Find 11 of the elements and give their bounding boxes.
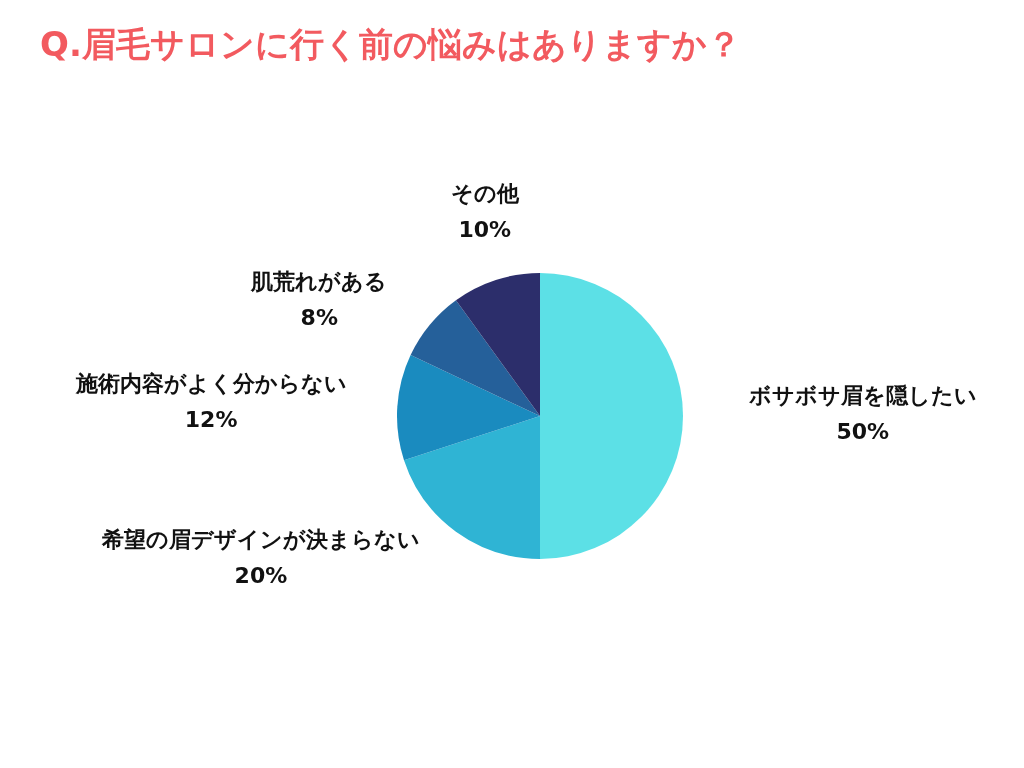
data-label: 12% [184, 407, 238, 433]
slice-label: ボサボサ眉を隠したい [747, 382, 977, 408]
data-label: 8% [300, 304, 338, 330]
chart-title: Q.眉毛サロンに行く前の悩みはありますか？ [40, 23, 741, 66]
slice-label: 肌荒れがある [250, 268, 388, 294]
slice-label: 施術内容がよく分からない [74, 371, 347, 397]
data-label: 50% [836, 418, 890, 444]
data-label: 10% [458, 216, 512, 242]
slice-label: その他 [450, 180, 520, 206]
slice-label: 希望の眉デザインが決まらない [100, 527, 420, 553]
data-label: 20% [234, 563, 288, 589]
